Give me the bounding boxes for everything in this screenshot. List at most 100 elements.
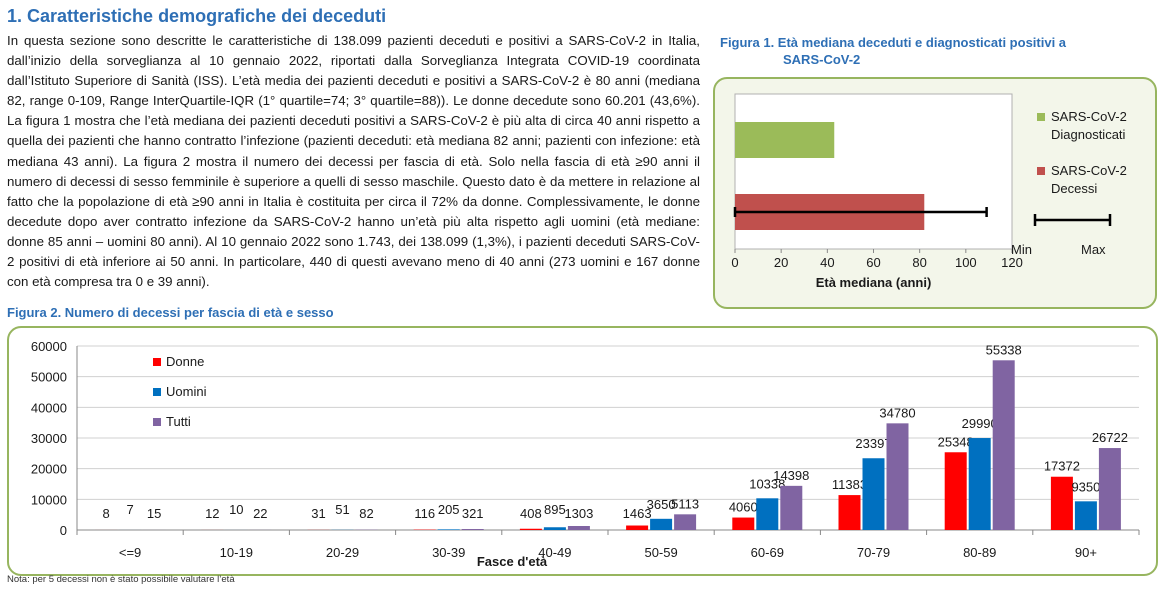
figure2-chart: 0 10000 20000 30000 40000 50000 60000 <=9 8 7 15 10…: [31, 339, 1140, 569]
figure2-y-tick-label: 40000: [31, 400, 67, 415]
figure1-caption-line2: SARS-CoV-2: [783, 52, 861, 67]
figure2-caption: Figura 2. Numero di decessi per fascia d…: [7, 305, 334, 320]
figure2-data-label: 51: [335, 502, 349, 517]
figure1-x-tick-label: 100: [955, 255, 977, 270]
figure2-data-label: 4060: [729, 500, 758, 515]
figure2-x-tick-label: 70-79: [857, 545, 890, 560]
figure2-data-label: 321: [462, 506, 484, 521]
figure1-bar: [735, 122, 835, 158]
figure2-data-label: 29990: [962, 416, 998, 431]
figure2-data-label: 895: [544, 502, 566, 517]
figure2-data-label: 7: [126, 502, 133, 517]
figure2-data-label: 26722: [1092, 430, 1128, 445]
figure2-x-tick-label: 90+: [1075, 545, 1097, 560]
figure2-x-axis-label: Fasce d'età: [477, 554, 548, 569]
figure2-legend-swatch: [153, 358, 161, 366]
figure2-data-label: 17372: [1044, 459, 1080, 474]
figure2-y-tick-label: 50000: [31, 370, 67, 385]
figure1-legend-label: Decessi: [1051, 181, 1097, 196]
figure2-data-label: 22: [253, 506, 267, 521]
figure2-bar: [780, 485, 803, 530]
figure2-data-label: 205: [438, 502, 460, 517]
figure1-x-tick-label: 120: [1001, 255, 1023, 270]
figure2-legend-label: Uomini: [166, 384, 207, 399]
figure1-x-tick-label: 0: [731, 255, 738, 270]
figure2-data-label: 408: [520, 506, 542, 521]
figure1-legend-label: Diagnosticati: [1051, 127, 1126, 142]
figure2-bar: [732, 517, 755, 530]
figure1-x-tick-label: 60: [866, 255, 880, 270]
figure2-bar: [461, 529, 484, 530]
figure1-x-tick-label: 20: [774, 255, 788, 270]
figure2-data-label: 10338: [749, 476, 785, 491]
figure2-y-tick-label: 10000: [31, 492, 67, 507]
figure2-data-label: 8: [102, 506, 109, 521]
figure2-bar: [674, 514, 697, 530]
figure2-bar: [567, 526, 590, 530]
figure1-legend-swatch: [1037, 167, 1045, 175]
figure2-bar: [862, 458, 885, 530]
figure2-data-label: 9350: [1071, 479, 1100, 494]
figure2-data-label: 11383: [832, 477, 867, 492]
figure2-x-tick-label: 50-59: [644, 545, 677, 560]
figure1-x-tick-label: 40: [820, 255, 834, 270]
figure2-x-tick-label: 30-39: [432, 545, 465, 560]
figure2-x-tick-label: 40-49: [538, 545, 571, 560]
figure2-bar: [968, 438, 991, 530]
figure2-bar: [1098, 448, 1121, 530]
figure1-x-axis-label: Età mediana (anni): [816, 275, 932, 290]
figure2-legend-swatch: [153, 418, 161, 426]
figure2-data-label: 1463: [623, 506, 652, 521]
figure2-bar: [650, 518, 673, 530]
figure2-y-tick-label: 30000: [31, 431, 67, 446]
figure2-x-tick-label: 80-89: [963, 545, 996, 560]
figure2-data-label: 12: [205, 506, 219, 521]
figure1-caption-line1: Figura 1. Età mediana deceduti e diagnos…: [720, 35, 1067, 50]
figure1-panel: 0 20 40 60 80 100 120 Età mediana (anni) SARS-Co…: [713, 77, 1157, 309]
figure2-data-label: 116: [414, 506, 435, 521]
figure2-bar: [1074, 501, 1097, 530]
figure1-x-tick-label: 80: [912, 255, 926, 270]
figure2-y-tick-label: 60000: [31, 339, 67, 354]
figure2-data-label: 1303: [564, 506, 593, 521]
figure2-data-label: 3650: [647, 497, 676, 512]
figure1-chart: 0 20 40 60 80 100 120 Età mediana (anni) SARS-Co…: [731, 93, 1127, 290]
figure1-legend-label: SARS-CoV-2: [1051, 163, 1127, 178]
figure2-data-label: 5113: [671, 496, 699, 511]
figure1-legend-swatch: [1037, 113, 1045, 121]
figure2-panel: 0 10000 20000 30000 40000 50000 60000 <=9 8 7 15 10…: [7, 326, 1158, 576]
figure2-x-tick-label: 10-19: [220, 545, 253, 560]
figure2-data-label: 31: [311, 506, 325, 521]
figure2-bar: [1050, 476, 1073, 530]
figure2-bar: [519, 528, 542, 530]
figure2-bar: [756, 498, 779, 530]
figure2-bar: [543, 527, 566, 530]
figure2-x-tick-label: 20-29: [326, 545, 359, 560]
section-paragraph: In questa sezione sono descritte le cara…: [7, 33, 700, 290]
figure2-data-label: 14398: [773, 468, 809, 483]
figure2-legend-label: Donne: [166, 354, 204, 369]
figure2-bar: [944, 452, 967, 530]
footnote: Nota: per 5 decessi non è stato possibil…: [7, 574, 235, 585]
figure1-legend-max-label: Max: [1081, 242, 1106, 257]
figure2-data-label: 23397: [855, 436, 891, 451]
figure2-x-tick-label: <=9: [119, 545, 141, 560]
figure2-data-label: 10: [229, 502, 243, 517]
figure2-bar: [992, 360, 1015, 530]
figure2-bar: [626, 525, 649, 530]
figure2-data-label: 55338: [986, 342, 1022, 357]
figure1-caption: Figura 1. Età mediana deceduti e diagnos…: [720, 34, 1150, 68]
figure2-y-tick-label: 20000: [31, 462, 67, 477]
figure2-data-label: 25348: [938, 434, 974, 449]
figure2-bar: [838, 495, 861, 530]
section-title: 1. Caratteristiche demografiche dei dece…: [7, 6, 387, 26]
figure2-bar: [886, 423, 909, 530]
figure2-data-label: 15: [147, 506, 161, 521]
figure2-legend-label: Tutti: [166, 414, 191, 429]
figure2-y-tick-label: 0: [60, 523, 67, 538]
figure2-legend-swatch: [153, 388, 161, 396]
figure2-data-label: 34780: [879, 405, 915, 420]
figure1-legend-label: SARS-CoV-2: [1051, 109, 1127, 124]
figure1-legend-min-label: Min: [1011, 242, 1032, 257]
figure2-x-tick-label: 60-69: [751, 545, 784, 560]
